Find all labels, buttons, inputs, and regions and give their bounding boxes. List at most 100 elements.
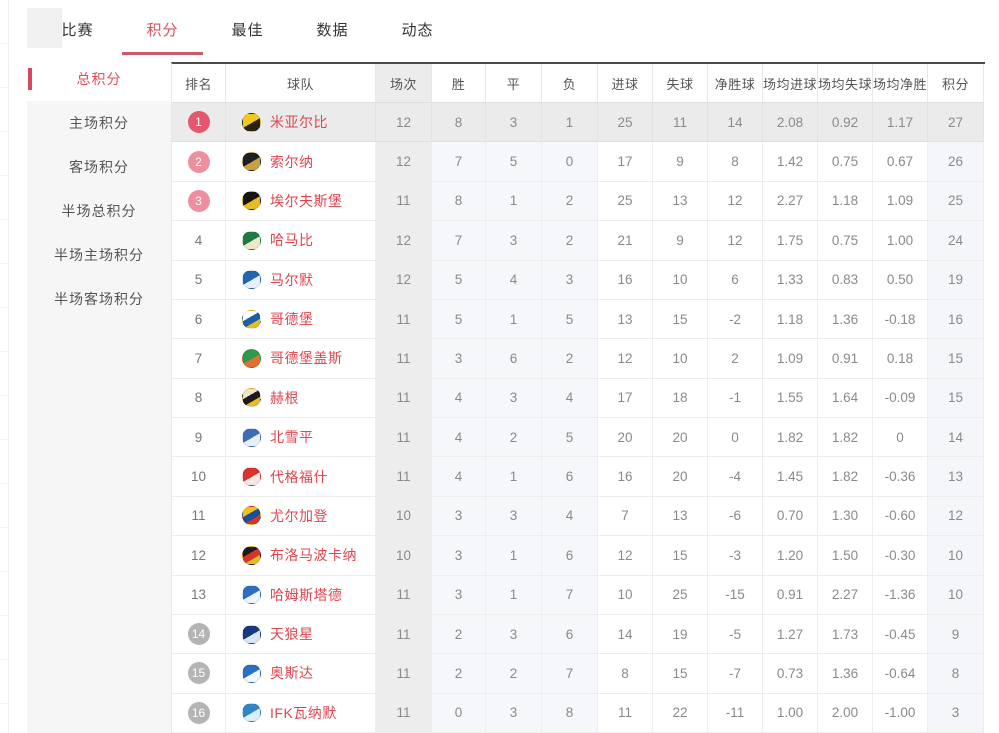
table-row: 15 奥斯达 11 2 2 7 8 15 -7 0.73 1.36 -0.64 8 <box>172 654 985 694</box>
team-name-link[interactable]: 代格福什 <box>270 468 328 485</box>
cell-wins: 4 <box>432 418 486 458</box>
cell-avg-goal-diff: -0.09 <box>873 378 928 418</box>
cell-wins: 3 <box>432 339 486 379</box>
team-crest-icon <box>242 703 261 723</box>
cell-avg-goals-against: 0.75 <box>818 142 873 182</box>
team-name-link[interactable]: 哈马比 <box>270 232 314 249</box>
sidebar-item-half-home-points[interactable]: 半场主场积分 <box>54 247 144 263</box>
table-row: 11 尤尔加登 10 3 3 4 7 13 -6 0.70 1.30 -0.60 12 <box>172 496 985 537</box>
team-name-link[interactable]: 埃尔夫斯堡 <box>270 192 343 209</box>
cell-avg-goals-for: 1.75 <box>763 221 818 261</box>
cell-points: 24 <box>928 221 984 261</box>
sidebar-item-home-points[interactable]: 主场积分 <box>69 115 129 131</box>
cell-team: IFK瓦纳默 <box>226 693 376 733</box>
tab-news[interactable]: 动态 <box>401 22 434 39</box>
team-crest-icon <box>242 309 261 329</box>
table-row: 16 IFK瓦纳默 11 0 3 8 11 22 -11 1.00 2.00 -1.00 3 <box>172 693 985 733</box>
cell-points: 19 <box>928 260 984 300</box>
column-header-avg-goal-diff: 场均净胜 <box>873 64 928 103</box>
team-crest-icon <box>242 467 261 487</box>
cell-rank: 15 <box>172 654 226 694</box>
cell-avg-goals-against: 0.91 <box>818 339 873 379</box>
cell-draws: 1 <box>486 299 542 340</box>
page-left-strip <box>0 0 9 733</box>
cell-rank: 8 <box>172 378 226 418</box>
cell-avg-goals-for: 0.70 <box>763 496 818 537</box>
cell-avg-goal-diff: -1.36 <box>873 575 928 615</box>
cell-goals-against: 20 <box>653 457 708 497</box>
tab-stats[interactable]: 数据 <box>316 22 349 39</box>
cell-draws: 3 <box>486 496 542 537</box>
team-name-link[interactable]: 马尔默 <box>270 271 314 288</box>
cell-team: 米亚尔比 <box>226 103 376 143</box>
cell-points: 12 <box>928 496 984 537</box>
tab-matches[interactable]: 比赛 <box>61 22 94 39</box>
cell-avg-goals-for: 1.55 <box>763 378 818 418</box>
rank-badge: 15 <box>187 662 210 685</box>
cell-rank: 16 <box>172 693 226 733</box>
cell-losses: 6 <box>542 457 598 497</box>
cell-rank: 4 <box>172 221 226 261</box>
team-crest-icon <box>242 348 261 368</box>
team-name-link[interactable]: IFK瓦纳默 <box>270 704 337 721</box>
cell-losses: 5 <box>542 299 598 340</box>
cell-points: 14 <box>928 418 984 458</box>
cell-avg-goal-diff: 0.67 <box>873 142 928 182</box>
cell-losses: 5 <box>542 418 598 458</box>
team-name-link[interactable]: 米亚尔比 <box>270 114 328 131</box>
team-name-link[interactable]: 索尔纳 <box>270 153 314 170</box>
cell-rank: 12 <box>172 536 226 576</box>
cell-avg-goals-for: 1.45 <box>763 457 818 497</box>
cell-points: 16 <box>928 299 984 340</box>
cell-points: 27 <box>928 103 984 143</box>
sidebar-item-half-away-points[interactable]: 半场客场积分 <box>54 291 144 307</box>
table-row: 10 代格福什 11 4 1 6 16 20 -4 1.45 1.82 -0.36 13 <box>172 457 985 497</box>
cell-goals-for: 16 <box>598 260 653 300</box>
cell-draws: 1 <box>486 536 542 576</box>
sidebar-item-total-points[interactable]: 总积分 <box>27 57 171 101</box>
cell-avg-goal-diff: 1.17 <box>873 103 928 143</box>
cell-losses: 4 <box>542 378 598 418</box>
sidebar-item-away-points[interactable]: 客场积分 <box>69 159 129 175</box>
team-name-link[interactable]: 尤尔加登 <box>270 507 328 524</box>
cell-avg-goals-against: 1.73 <box>818 614 873 655</box>
team-name-link[interactable]: 布洛马波卡纳 <box>270 547 357 564</box>
cell-goals-for: 10 <box>598 575 653 615</box>
cell-avg-goal-diff: -0.36 <box>873 457 928 497</box>
team-name-link[interactable]: 哥德堡盖斯 <box>270 350 343 367</box>
cell-losses: 1 <box>542 103 598 143</box>
team-name-link[interactable]: 奥斯达 <box>270 665 314 682</box>
tab-standings[interactable]: 积分 <box>120 8 205 55</box>
team-name-link[interactable]: 哈姆斯塔德 <box>270 586 343 603</box>
column-header-matches-played: 场次 <box>376 64 432 103</box>
cell-goal-diff: -4 <box>708 457 763 497</box>
cell-goals-for: 7 <box>598 496 653 537</box>
cell-points: 8 <box>928 654 984 694</box>
cell-draws: 1 <box>486 457 542 497</box>
sidebar-item-half-total-points[interactable]: 半场总积分 <box>61 203 137 219</box>
team-name-link[interactable]: 赫根 <box>270 389 299 406</box>
cell-losses: 2 <box>542 339 598 379</box>
cell-goals-against: 18 <box>653 378 708 418</box>
table-row: 1 米亚尔比 12 8 3 1 25 11 14 2.08 0.92 1.17 27 <box>172 103 985 143</box>
cell-avg-goal-diff: 1.00 <box>873 221 928 261</box>
cell-matches-played: 12 <box>376 103 432 143</box>
cell-avg-goal-diff: -1.00 <box>873 693 928 733</box>
cell-goal-diff: 14 <box>708 103 763 143</box>
column-header-goals-for: 进球 <box>598 64 653 103</box>
cell-goal-diff: 6 <box>708 260 763 300</box>
tab-best[interactable]: 最佳 <box>231 22 264 39</box>
team-name-link[interactable]: 天狼星 <box>270 626 314 643</box>
cell-goals-against: 25 <box>653 575 708 615</box>
table-row: 3 埃尔夫斯堡 11 8 1 2 25 13 12 2.27 1.18 1.09 25 <box>172 181 985 222</box>
cell-wins: 5 <box>432 260 486 300</box>
team-name-link[interactable]: 北雪平 <box>270 429 314 446</box>
standings-table: 排名 球队 场次胜平负进球 失球 净胜球 场均进球 场均失球 场均净胜 积分 1 米亚尔比 12 8 3… <box>171 62 985 733</box>
cell-avg-goals-for: 0.91 <box>763 575 818 615</box>
tabbar-corner-block <box>27 8 62 48</box>
team-name-link[interactable]: 哥德堡 <box>270 311 314 328</box>
cell-matches-played: 11 <box>376 575 432 615</box>
cell-rank: 2 <box>172 142 226 182</box>
cell-goal-diff: 0 <box>708 418 763 458</box>
column-header-wins: 胜 <box>432 64 486 103</box>
